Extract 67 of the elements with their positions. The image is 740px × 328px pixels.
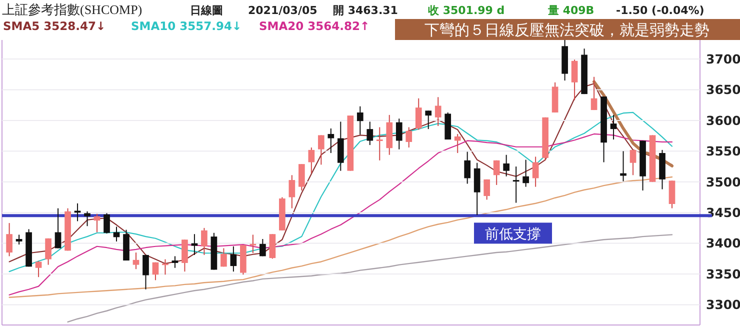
text: 開 3463.31 bbox=[333, 4, 398, 17]
candlestick bbox=[434, 96, 442, 126]
text: -1.50 (-0.04%) bbox=[616, 4, 704, 17]
candlestick bbox=[260, 238, 266, 257]
text: 下彎的５日線反壓無法突破，就是弱勢走勢 bbox=[424, 21, 710, 39]
candlestick bbox=[35, 260, 42, 278]
y-tick-label: 3550 bbox=[706, 144, 740, 159]
candlestick bbox=[318, 134, 324, 166]
candlestick bbox=[220, 248, 227, 268]
candlestick bbox=[269, 234, 276, 260]
candlestick bbox=[298, 164, 305, 191]
candlestick bbox=[356, 106, 364, 136]
candlestick bbox=[415, 98, 422, 130]
candlestick bbox=[503, 154, 510, 177]
candlestick bbox=[201, 227, 208, 256]
candlestick bbox=[172, 256, 178, 268]
chart-title: 上証參考指數(SHCOMP) bbox=[2, 2, 142, 17]
text: SMA20 3564.82↑ bbox=[259, 19, 370, 33]
candlestick bbox=[376, 126, 383, 161]
candlestick bbox=[328, 128, 334, 154]
text: SMA5 3528.47↓ bbox=[3, 19, 106, 33]
candlestick bbox=[571, 59, 578, 101]
candlestick bbox=[630, 149, 636, 176]
candlestick bbox=[474, 162, 480, 216]
candlestick bbox=[152, 262, 159, 281]
candlestick bbox=[54, 208, 62, 249]
candlestick bbox=[668, 180, 676, 209]
y-tick-label: 3400 bbox=[706, 236, 740, 251]
text: 收 3501.99 d bbox=[428, 4, 505, 17]
text: 2021/03/05 bbox=[248, 4, 318, 17]
candlestick bbox=[610, 114, 617, 140]
y-tick-label: 3350 bbox=[706, 266, 740, 282]
candlestick bbox=[45, 238, 52, 266]
y-tick-label: 3500 bbox=[706, 174, 740, 190]
y-tick-label: 3300 bbox=[706, 297, 740, 312]
candlestick bbox=[191, 234, 198, 256]
candlestick bbox=[162, 258, 168, 276]
candlestick bbox=[454, 133, 461, 154]
y-tick-label: 3700 bbox=[706, 51, 740, 66]
candlestick bbox=[132, 252, 140, 270]
text: SMA10 3557.94↓ bbox=[131, 19, 242, 33]
candlestick bbox=[532, 156, 539, 188]
candlestick bbox=[6, 222, 12, 257]
candlestick bbox=[522, 159, 529, 188]
candlestick bbox=[512, 166, 520, 204]
candlestick bbox=[425, 110, 432, 130]
candlestick bbox=[230, 246, 237, 272]
y-tick-label: 3650 bbox=[706, 82, 740, 98]
candlestick bbox=[406, 126, 412, 148]
candlestick bbox=[288, 174, 296, 209]
candlestick bbox=[493, 160, 500, 186]
candlestick bbox=[84, 210, 90, 227]
candlestick bbox=[484, 178, 490, 200]
candlestick bbox=[396, 118, 402, 150]
candlestick bbox=[464, 151, 471, 184]
candlestick bbox=[308, 146, 315, 174]
candlestick bbox=[16, 234, 22, 246]
text: 量 409B bbox=[547, 4, 594, 17]
text: 日線圖 bbox=[190, 4, 223, 17]
ref-line-label: 前低支撐 bbox=[485, 226, 541, 243]
candlestick bbox=[250, 234, 256, 254]
candlestick bbox=[366, 121, 374, 146]
y-tick-label: 3600 bbox=[706, 112, 740, 128]
candlestick bbox=[182, 239, 188, 272]
candlestick bbox=[104, 212, 110, 234]
candlestick bbox=[142, 254, 149, 290]
candlestick bbox=[590, 76, 598, 111]
